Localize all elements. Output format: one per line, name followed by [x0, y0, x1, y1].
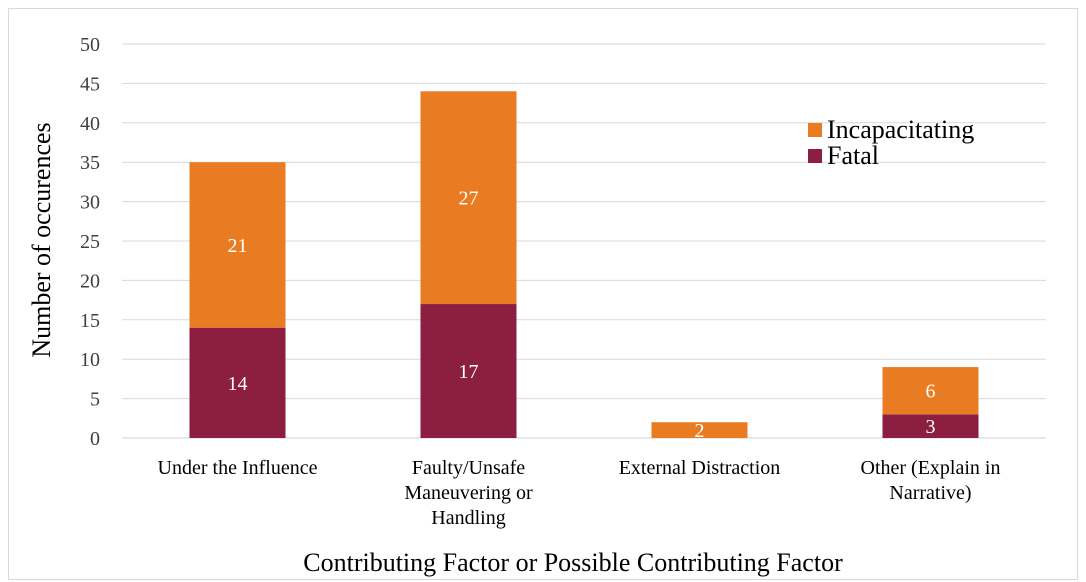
bar-incapacitating: [189, 162, 286, 328]
x-tick-label: Faulty/Unsafe Maneuvering or Handling: [404, 457, 533, 529]
legend-label: Incapacitating: [827, 115, 974, 144]
bar-incapacitating: [651, 422, 748, 438]
data-label: 27: [459, 188, 479, 210]
y-tick-label: 30: [80, 192, 100, 214]
bar-incapacitating: [420, 91, 517, 305]
bar-fatal: [420, 304, 517, 438]
y-tick-label: 45: [80, 73, 100, 95]
data-label: 17: [459, 361, 479, 383]
x-tick-label: Other (Explain in Narrative): [861, 457, 1001, 504]
y-tick-label: 35: [80, 152, 100, 174]
data-label: 6: [926, 381, 936, 403]
bar-fatal: [882, 414, 979, 438]
x-tick-label: External Distraction: [619, 457, 781, 479]
bar-incapacitating: [882, 367, 979, 415]
bar-fatal: [189, 327, 286, 438]
y-tick-label: 10: [80, 349, 100, 371]
chart-frame: [8, 8, 1078, 580]
data-labels: 14 21 17 27 2 3 6: [228, 188, 936, 442]
y-tick-label: 40: [80, 113, 100, 135]
x-axis-ticks: Under the Influence Faulty/Unsafe Maneuver…: [158, 457, 1001, 529]
y-axis-title: Number of occurences: [27, 122, 56, 357]
data-label: 14: [228, 373, 248, 395]
data-label: 2: [695, 420, 705, 442]
legend-swatch: [808, 149, 822, 163]
data-label: 21: [228, 235, 248, 257]
legend-swatch: [808, 123, 822, 137]
y-tick-label: 15: [80, 310, 100, 332]
legend-label: Fatal: [827, 141, 879, 170]
y-tick-label: 0: [90, 428, 100, 450]
y-tick-label: 20: [80, 270, 100, 292]
y-tick-label: 50: [80, 34, 100, 56]
x-axis-title: Contributing Factor or Possible Contribu…: [303, 548, 843, 577]
bars: [189, 91, 979, 438]
y-axis-ticks: 0 5 10 15 20 25 30 35 40 45 50: [80, 34, 100, 450]
data-label: 3: [926, 416, 936, 438]
x-tick-label: Under the Influence: [158, 457, 318, 479]
y-tick-label: 5: [90, 389, 100, 411]
y-tick-label: 25: [80, 231, 100, 253]
